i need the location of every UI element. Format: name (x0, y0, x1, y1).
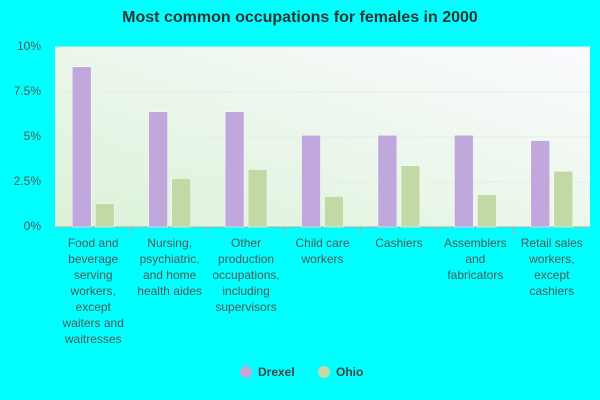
bar (94, 203, 115, 228)
x-tick-label: Other production occupations, including … (212, 236, 280, 314)
bar (324, 196, 344, 228)
x-tick-label: Assemblers and fabricators (444, 236, 507, 282)
legend-label: Ohio (336, 365, 363, 379)
bar (553, 170, 574, 228)
bar (148, 111, 168, 228)
bar (530, 140, 551, 228)
chart-title: Most common occupations for females in 2… (122, 9, 478, 26)
y-tick-label: 2.5% (14, 174, 42, 188)
bar (477, 194, 497, 228)
x-tick-label: Retail sales workers, except cashiers (520, 236, 583, 298)
bar (247, 169, 268, 228)
bar (224, 111, 245, 228)
legend-label: Drexel (258, 365, 295, 379)
bar (71, 66, 92, 228)
bar (301, 134, 321, 228)
y-tick-label: 10% (17, 39, 41, 53)
bar (400, 165, 421, 228)
bar (377, 134, 398, 228)
x-tick-label: Cashiers (375, 236, 423, 250)
legend-swatch (240, 366, 252, 378)
x-tick-label: Nursing, psychiatric, and home health ai… (137, 236, 202, 298)
bar (454, 134, 474, 228)
y-tick-label: 7.5% (14, 84, 42, 98)
x-tick-label: Food and beverage serving workers, excep… (62, 236, 124, 346)
y-tick-label: 0% (24, 219, 42, 233)
legend-swatch (318, 366, 330, 378)
bar (171, 178, 191, 228)
x-tick-label: Child care workers (295, 236, 350, 266)
y-tick-label: 5% (24, 129, 42, 143)
